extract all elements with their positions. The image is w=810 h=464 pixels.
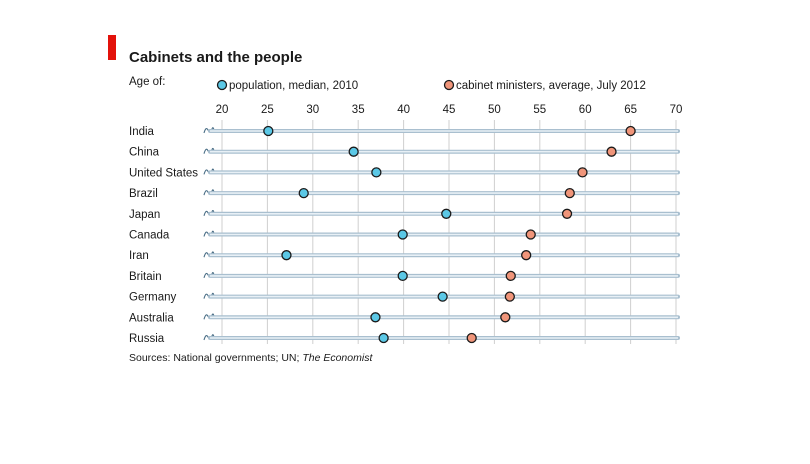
row-label-canada: Canada: [129, 230, 170, 242]
chart-title: Cabinets and the people: [129, 49, 302, 66]
cabinet-point-japan: [561, 208, 573, 219]
row-label-iran: Iran: [129, 250, 149, 262]
row-label-japan: Japan: [129, 209, 160, 221]
x-tick-label-35: 35: [352, 104, 365, 116]
cabinet-point-china: [606, 146, 617, 157]
legend-label-cabinet: cabinet ministers, average, July 2012: [456, 80, 646, 92]
cabinet-point-united-states: [577, 167, 588, 178]
cabinet-point-brazil: [564, 187, 575, 199]
x-tick-label-65: 65: [624, 104, 637, 116]
population-point-britain: [397, 270, 408, 282]
population-point-china: [348, 146, 359, 157]
x-tick-label-70: 70: [670, 104, 683, 116]
x-tick-label-60: 60: [579, 104, 592, 116]
cabinet-point-germany: [504, 291, 515, 302]
chart-subtitle: Age of:: [129, 76, 165, 88]
x-tick-label-45: 45: [443, 104, 456, 116]
cabinet-point-britain: [505, 270, 516, 282]
cabinet-point-india: [625, 125, 636, 137]
accent-bar: [108, 35, 116, 60]
population-point-iran: [281, 250, 292, 261]
row-label-china: China: [129, 147, 160, 159]
plot-area: 20 25 30 35 40 45 50 55 60 65 70 India China United S…: [129, 104, 682, 345]
population-point-brazil: [298, 187, 309, 199]
legend-marker-population: [216, 79, 228, 91]
row-label-australia: Australia: [129, 312, 174, 324]
cabinet-point-australia: [500, 312, 511, 323]
population-point-india: [263, 125, 274, 137]
row-label-britain: Britain: [129, 271, 162, 283]
x-tick-label-55: 55: [533, 104, 546, 116]
row-label-united-states: United States: [129, 167, 198, 179]
x-tick-label-20: 20: [216, 104, 229, 116]
population-point-japan: [441, 208, 452, 219]
row-label-germany: Germany: [129, 292, 177, 304]
population-point-australia: [370, 312, 381, 323]
population-point-germany: [437, 291, 448, 302]
row-label-india: India: [129, 126, 155, 138]
x-tick-label-50: 50: [488, 104, 501, 116]
row-label-russia: Russia: [129, 333, 165, 345]
legend: population, median, 2010 cabinet ministe…: [216, 79, 646, 92]
population-point-canada: [397, 229, 408, 240]
x-tick-label-30: 30: [306, 104, 319, 116]
x-tick-label-40: 40: [397, 104, 410, 116]
legend-marker-cabinet: [443, 79, 455, 91]
legend-label-population: population, median, 2010: [229, 80, 358, 92]
source-prefix: Sources: National governments; UN;: [129, 352, 302, 364]
x-tick-label-25: 25: [261, 104, 274, 116]
cabinet-point-canada: [525, 229, 536, 240]
row-label-brazil: Brazil: [129, 188, 158, 200]
population-point-russia: [378, 332, 389, 344]
cabinet-point-iran: [521, 250, 532, 261]
source-publication: The Economist: [302, 352, 373, 364]
source-note: Sources: National governments; UN; The E…: [129, 352, 373, 364]
cabinet-point-russia: [466, 332, 477, 344]
population-point-united-states: [371, 167, 382, 178]
